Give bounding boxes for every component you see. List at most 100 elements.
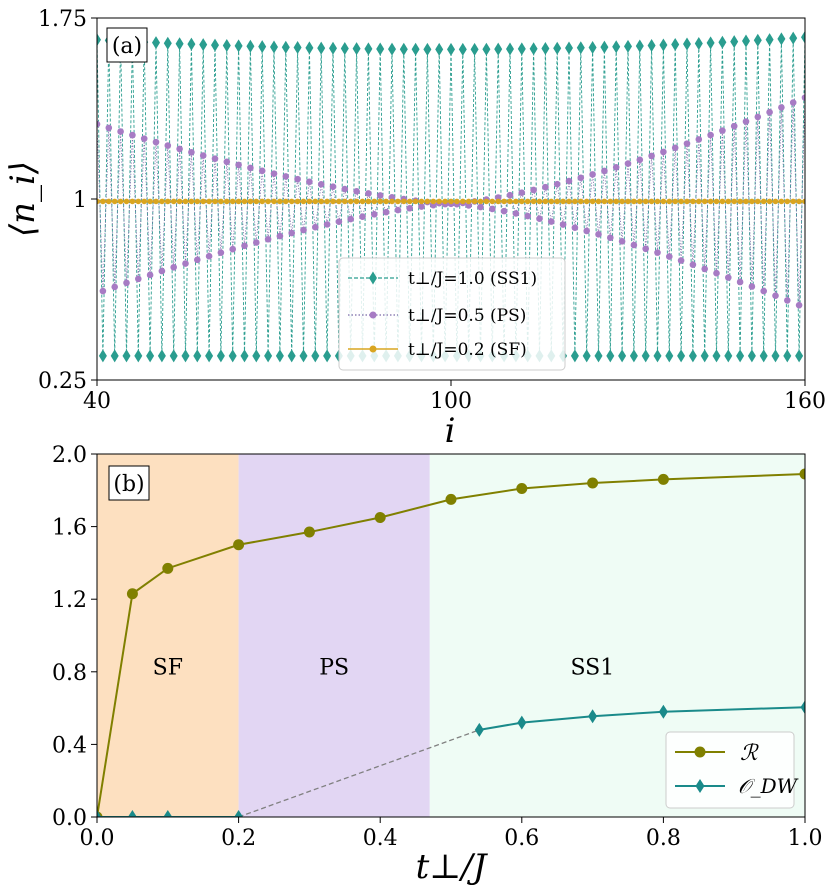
- odw-dashed-connector: [238, 729, 480, 817]
- series-ss1-point: [618, 349, 627, 363]
- series-sf-point: [365, 198, 372, 205]
- series-sf-point: [530, 198, 537, 205]
- series-ss1-point: [777, 32, 786, 46]
- series-sf-point: [448, 198, 454, 205]
- series-r-point: [657, 473, 669, 485]
- series-sf-point: [601, 198, 608, 205]
- series-sf-point: [672, 198, 678, 205]
- panel-a-xtick-label: 160: [784, 389, 826, 414]
- series-sf-point: [619, 198, 625, 205]
- series-ps-point: [329, 183, 337, 191]
- series-ps-point: [500, 207, 508, 215]
- series-ss1-point: [234, 39, 243, 53]
- series-sf-point: [784, 198, 791, 205]
- series-sf-point: [772, 198, 779, 205]
- series-ss1-point: [287, 349, 296, 363]
- series-sf-point: [283, 198, 289, 205]
- series-ss1-point: [122, 349, 131, 363]
- series-ss1-point: [795, 349, 804, 363]
- legend-a: t⊥/J=1.0 (SS1) t⊥/J=0.5 (PS) t⊥/J=0.2 (S…: [338, 257, 566, 371]
- series-ps-point: [801, 94, 805, 101]
- series-ps-point: [760, 287, 767, 295]
- series-ps-point: [577, 174, 585, 182]
- series-ss1-point: [677, 349, 686, 363]
- series-ss1-point: [671, 38, 680, 52]
- series-sf-point: [271, 198, 277, 205]
- legend-a-label-sf: t⊥/J=0.2 (SF): [408, 340, 527, 360]
- panel-b-ytick-label: 1.2: [52, 588, 87, 613]
- series-ps-point: [105, 124, 113, 132]
- series-ps-point: [123, 279, 130, 287]
- series-sf-point: [654, 198, 661, 205]
- series-ps-point: [654, 249, 661, 256]
- series-ss1-point: [169, 349, 178, 363]
- series-sf-point: [165, 198, 171, 205]
- series-ss1-point: [612, 40, 621, 54]
- series-sf-point: [442, 198, 448, 205]
- series-ps-point: [730, 122, 738, 130]
- series-sf-point: [707, 198, 714, 205]
- series-r-point: [233, 539, 245, 551]
- series-ps-point: [624, 160, 632, 167]
- series-sf-point: [583, 198, 590, 205]
- series-ps-point: [648, 152, 655, 160]
- series-ps-point: [276, 232, 284, 240]
- series-sf-point: [489, 198, 496, 205]
- series-sf-point: [725, 198, 732, 205]
- series-ps-point: [666, 253, 673, 260]
- series-sf-point: [713, 198, 720, 205]
- panel-a-xtick-label: 40: [83, 389, 111, 414]
- series-ps-point: [601, 167, 608, 175]
- series-ps-point: [211, 155, 219, 162]
- series-sf-point: [625, 198, 631, 205]
- series-sf-point: [229, 198, 236, 205]
- panel-a-ytick-label: 0.25: [38, 369, 87, 394]
- panel-b-xtick-label: 0.4: [363, 826, 398, 851]
- series-ps-point: [359, 213, 366, 220]
- series-sf-point: [566, 198, 572, 205]
- series-sf-point: [176, 198, 183, 205]
- series-sf-point: [218, 198, 224, 205]
- series-ss1-point: [340, 42, 349, 56]
- legend-a-item-ps: t⊥/J=0.5 (PS): [348, 306, 526, 326]
- series-sf-point: [312, 198, 319, 205]
- series-ps-point: [376, 192, 384, 199]
- series-ss1-point: [759, 349, 768, 363]
- series-sf-point: [483, 198, 490, 205]
- series-sf-point: [259, 198, 266, 205]
- series-ss1-point: [205, 349, 214, 363]
- series-ps-point: [565, 177, 573, 185]
- series-ps-point: [199, 152, 207, 159]
- series-ps-point: [559, 221, 567, 228]
- series-ps-point: [371, 211, 378, 218]
- series-ss1-point: [317, 41, 326, 55]
- series-ps-point: [135, 275, 142, 283]
- series-sf-point: [460, 198, 466, 205]
- series-ps-point: [129, 131, 136, 139]
- series-ss1-point: [470, 42, 479, 56]
- series-ps-point: [465, 202, 473, 209]
- series-ss1-point: [606, 349, 615, 363]
- series-ps-point: [589, 171, 596, 178]
- series-ss1-point: [506, 42, 514, 56]
- series-sf-point: [430, 198, 437, 205]
- series-sf-point: [802, 198, 805, 205]
- series-sf-point: [200, 198, 206, 205]
- series-sf-point: [501, 198, 507, 205]
- series-ss1-point: [600, 40, 609, 54]
- series-sf-point: [607, 198, 614, 205]
- series-ps-point: [618, 238, 626, 245]
- series-ss1-point: [688, 349, 697, 363]
- series-ss1-point: [323, 349, 332, 363]
- series-ps-point: [365, 190, 372, 197]
- series-sf-point: [755, 198, 761, 205]
- series-sf-point: [796, 198, 802, 205]
- series-sf-point: [572, 198, 578, 205]
- series-ss1-point: [240, 349, 249, 363]
- series-sf-point: [135, 198, 142, 205]
- panel-b-label: (b): [113, 472, 144, 497]
- legend-b-item-odw: 𝒪_DW: [675, 774, 799, 798]
- series-sf-point: [153, 198, 159, 205]
- series-ps-point: [406, 204, 414, 212]
- series-sf-point: [701, 198, 708, 205]
